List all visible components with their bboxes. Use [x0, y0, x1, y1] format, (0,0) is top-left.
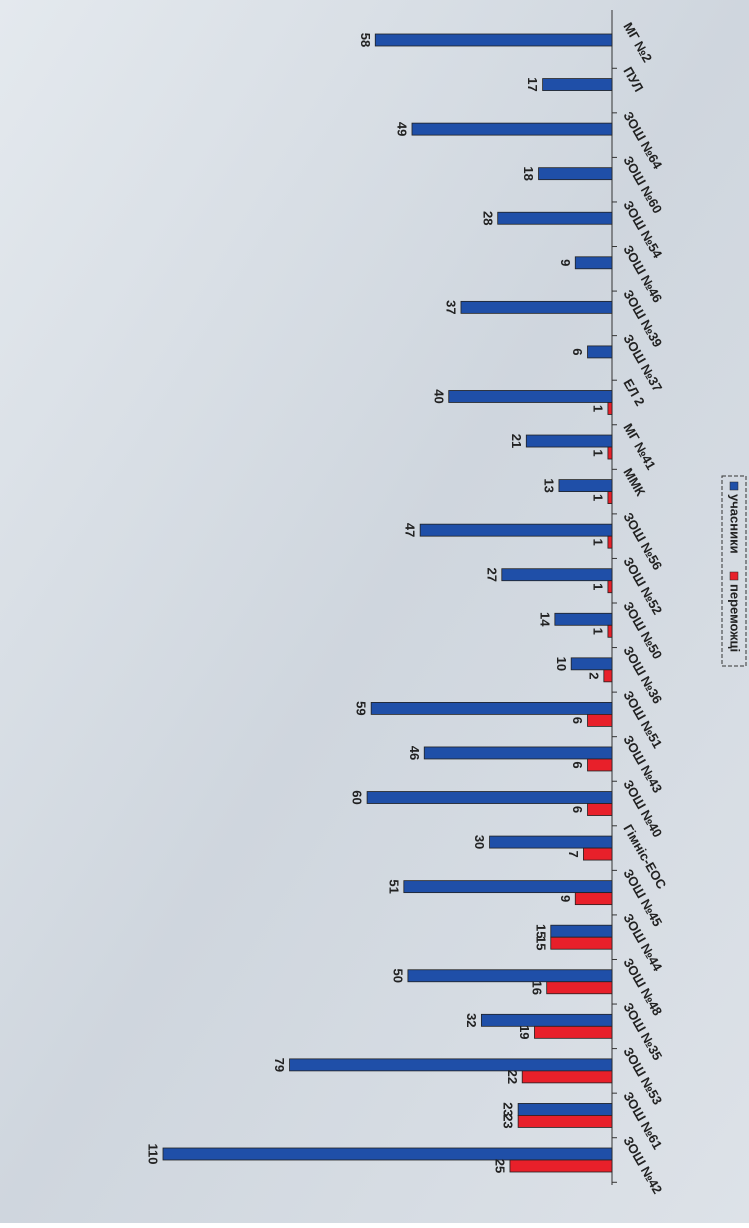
value-label: 16 — [529, 981, 544, 995]
bar — [587, 803, 613, 816]
bar — [607, 624, 613, 638]
bar — [501, 568, 613, 582]
bar — [448, 390, 613, 403]
bar — [603, 669, 613, 683]
value-label: 6 — [570, 806, 585, 813]
bar — [542, 78, 613, 91]
bar — [411, 122, 613, 136]
value-label: 10 — [554, 657, 569, 671]
value-label: 18 — [521, 166, 536, 180]
value-label: 58 — [358, 33, 373, 47]
value-label: 27 — [484, 567, 499, 581]
value-label: 23 — [501, 1114, 516, 1128]
value-label: 15 — [533, 924, 548, 938]
bar — [587, 758, 613, 772]
value-label: 13 — [541, 478, 556, 492]
bar — [538, 167, 613, 181]
value-label: 6 — [570, 717, 585, 724]
value-label: 1 — [590, 405, 605, 412]
bar — [517, 1103, 613, 1116]
bar — [570, 657, 613, 671]
value-label: 23 — [501, 1102, 516, 1116]
value-label: 21 — [509, 434, 524, 448]
value-label: 110 — [146, 1144, 161, 1165]
value-label: 47 — [403, 523, 418, 537]
bar — [525, 434, 613, 448]
value-label: 59 — [354, 701, 369, 715]
value-label: 2 — [586, 672, 601, 679]
value-label: 51 — [386, 879, 401, 893]
value-label: 15 — [533, 936, 548, 950]
value-label: 17 — [525, 77, 540, 91]
bar — [534, 1025, 613, 1039]
value-label: 32 — [464, 1013, 479, 1027]
bar — [403, 880, 613, 894]
bar — [550, 936, 613, 950]
bar — [374, 33, 613, 47]
value-label: 7 — [566, 850, 581, 857]
bar — [554, 612, 613, 626]
value-label: 22 — [505, 1070, 520, 1084]
legend-swatch — [729, 571, 739, 581]
bar — [574, 256, 613, 270]
legend-label: учасники — [728, 494, 743, 554]
value-label: 37 — [444, 300, 459, 314]
value-label: 1 — [590, 583, 605, 590]
bar — [558, 479, 613, 493]
bar — [162, 1147, 613, 1161]
value-label: 9 — [558, 259, 573, 266]
value-label: 28 — [480, 211, 495, 225]
legend-swatch — [729, 481, 739, 491]
bar — [607, 402, 613, 415]
bar — [480, 1013, 613, 1027]
value-label: 1 — [590, 539, 605, 546]
value-label: 50 — [390, 969, 405, 983]
bar — [587, 714, 613, 727]
value-label: 25 — [493, 1159, 508, 1173]
value-label: 60 — [350, 790, 365, 804]
bar — [607, 535, 613, 549]
legend-label: переможці — [728, 584, 743, 652]
bar — [607, 491, 613, 505]
value-label: 1 — [590, 628, 605, 635]
bar — [489, 835, 613, 849]
bar — [574, 892, 613, 906]
bar — [583, 847, 613, 861]
value-label: 40 — [431, 389, 446, 403]
bar — [509, 1159, 613, 1173]
value-label: 46 — [407, 746, 422, 760]
bar — [423, 746, 613, 760]
bar — [366, 791, 613, 804]
value-label: 6 — [570, 761, 585, 768]
bar — [607, 446, 613, 460]
value-label: 79 — [272, 1058, 287, 1072]
value-label: 19 — [517, 1025, 532, 1039]
bar — [407, 969, 613, 983]
value-label: 9 — [558, 895, 573, 902]
value-label: 1 — [590, 494, 605, 501]
legend — [721, 475, 747, 667]
bar — [517, 1115, 613, 1128]
value-label: 49 — [395, 122, 410, 136]
bar — [521, 1070, 613, 1084]
bar — [419, 523, 613, 537]
bar — [607, 580, 613, 594]
bar — [546, 981, 613, 995]
legend-box — [721, 475, 747, 667]
bar — [370, 702, 613, 715]
value-label: 1 — [590, 449, 605, 456]
value-label: 6 — [570, 348, 585, 355]
bar — [289, 1058, 613, 1072]
value-label: 14 — [537, 612, 552, 627]
bar — [497, 211, 613, 225]
bar — [587, 345, 613, 359]
bar — [550, 924, 613, 938]
bar — [460, 300, 613, 314]
value-label: 30 — [472, 835, 487, 849]
